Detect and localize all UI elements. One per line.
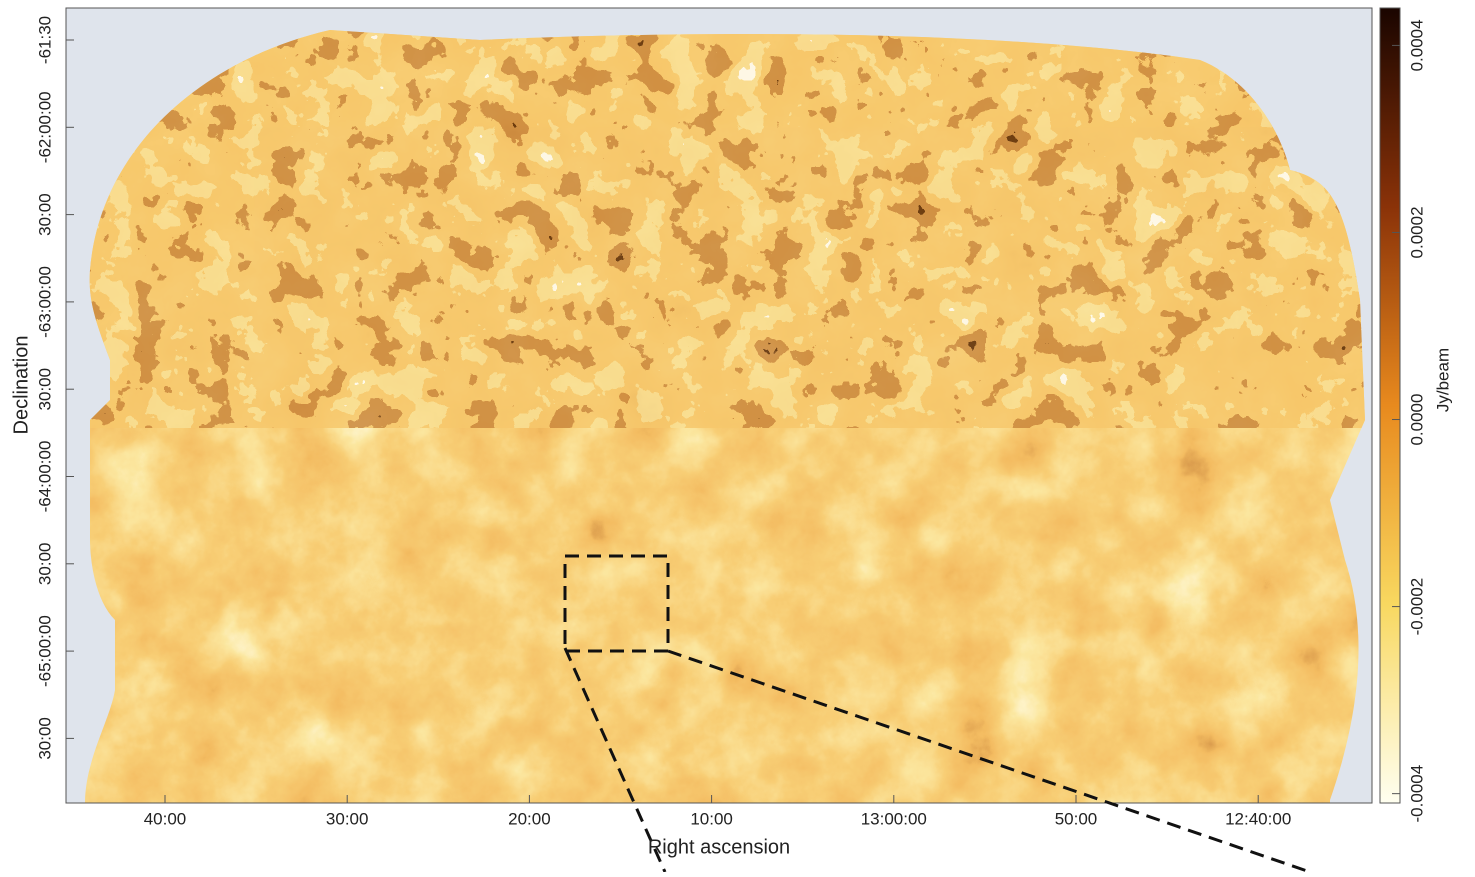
x-tick-label: 20:00 — [508, 809, 551, 828]
colorbar-tick-label: -0.0002 — [1407, 578, 1426, 636]
y-tick-label: -64:00:00 — [35, 441, 54, 513]
colorbar — [1379, 7, 1401, 804]
y-tick-label: 30:00 — [35, 543, 54, 586]
y-tick-label: -62:00:00 — [35, 91, 54, 163]
zoom-box — [563, 554, 670, 653]
colorbar-tick-label: 0.0002 — [1407, 206, 1426, 258]
colorbar-label: Jy/beam — [1433, 348, 1452, 412]
plot-frame — [65, 7, 1373, 804]
y-axis-label: Declination — [10, 336, 32, 435]
sky-image — [85, 30, 1365, 803]
colorbar-tick-label: -0.0004 — [1407, 765, 1426, 823]
y-tick-label: -65:00:00 — [35, 615, 54, 687]
x-tick-label: 13:00:00 — [861, 809, 927, 828]
zoom-line — [563, 647, 667, 873]
colorbar-tick-label: 0.0004 — [1407, 19, 1426, 71]
y-tick-label: -63:00:00 — [35, 266, 54, 338]
y-tick-label: 30:00 — [35, 193, 54, 236]
y-tick-label: 30:00 — [35, 717, 54, 760]
zoom-indicator — [563, 554, 1311, 874]
image-texture-bright — [85, 30, 1365, 428]
x-tick-label: 30:00 — [326, 809, 369, 828]
x-axis-label: Right ascension — [648, 836, 790, 858]
y-tick-label: -61:30 — [35, 16, 54, 64]
x-tick-label: 50:00 — [1055, 809, 1098, 828]
x-tick-label: 12:40:00 — [1225, 809, 1291, 828]
y-tick-label: 30:00 — [35, 368, 54, 411]
zoom-line — [667, 649, 1311, 874]
colorbar-tick-label: 0.0000 — [1407, 394, 1426, 446]
x-tick-label: 40:00 — [144, 809, 187, 828]
x-tick-label: 10:00 — [690, 809, 733, 828]
